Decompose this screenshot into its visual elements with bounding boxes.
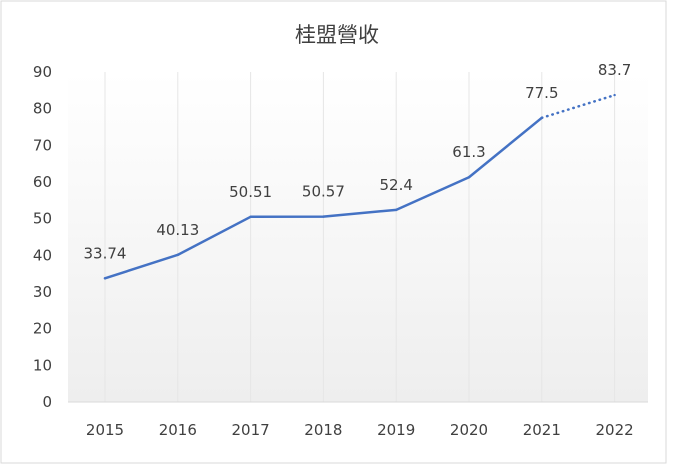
y-tick-label-50: 50 [33, 210, 52, 228]
x-tick-label-2020: 2020 [450, 421, 488, 439]
data-label-2022: 83.7 [598, 61, 631, 79]
y-tick-label-70: 70 [33, 136, 52, 154]
x-axis: 2015 2016 2017 2018 2019 2020 2021 2022 [68, 401, 648, 439]
data-label-2015: 33.74 [84, 244, 127, 262]
y-tick-label-20: 20 [33, 320, 52, 338]
y-tick-label-40: 40 [33, 246, 52, 264]
data-label-2017: 50.51 [229, 183, 272, 201]
x-tick-label-2015: 2015 [86, 421, 124, 439]
x-tick-label-2017: 2017 [232, 421, 270, 439]
data-point-2018 [322, 215, 325, 218]
y-axis: 0 10 20 30 40 50 60 70 80 90 [33, 63, 52, 411]
data-label-2020: 61.3 [452, 143, 485, 161]
y-tick-label-30: 30 [33, 283, 52, 301]
y-tick-label-60: 60 [33, 173, 52, 191]
data-label-2019: 52.4 [379, 176, 412, 194]
x-tick-label-2018: 2018 [304, 421, 342, 439]
x-tick-label-2016: 2016 [159, 421, 197, 439]
data-label-2018: 50.57 [302, 183, 345, 201]
y-tick-label-10: 10 [33, 356, 52, 374]
x-tick-label-2022: 2022 [596, 421, 634, 439]
data-point-2016 [176, 253, 179, 257]
data-point-2015 [103, 277, 107, 280]
x-tick-label-2019: 2019 [377, 421, 415, 439]
data-label-2021: 77.5 [525, 84, 558, 102]
series-line [103, 93, 616, 280]
plot-area-background [68, 72, 648, 402]
grid-lines [104, 72, 616, 402]
data-point-2019 [395, 208, 398, 212]
y-tick-label-90: 90 [33, 63, 52, 81]
data-point-2017 [249, 215, 252, 218]
y-tick-label-0: 0 [42, 393, 52, 411]
x-tick-label-2021: 2021 [523, 421, 561, 439]
series-line-dotted [540, 93, 616, 120]
data-labels: 33.74 40.13 50.51 50.57 52.4 61.3 77.5 83.7 [84, 61, 632, 262]
data-label-2016: 40.13 [156, 221, 199, 239]
data-point-2020 [467, 176, 471, 179]
data-point-2022 [613, 93, 616, 97]
data-point-2021 [540, 116, 543, 120]
chart-title: 桂盟營收 [295, 23, 379, 47]
y-tick-label-80: 80 [33, 100, 52, 118]
